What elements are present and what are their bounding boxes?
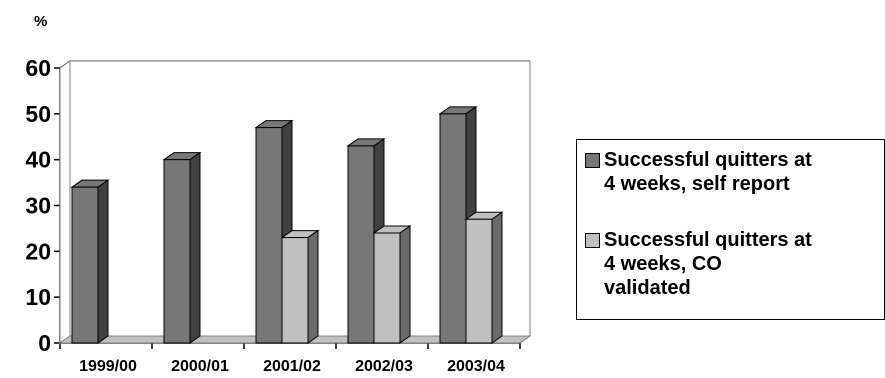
bar xyxy=(372,225,412,344)
bar-side xyxy=(399,225,411,344)
legend-swatch-self-report xyxy=(585,153,600,168)
bar xyxy=(280,229,320,344)
bar-front xyxy=(71,186,99,344)
y-tick-label: 0 xyxy=(38,330,51,356)
bar xyxy=(464,211,504,344)
y-tick-label: 20 xyxy=(25,238,51,264)
bar-front xyxy=(281,237,309,344)
y-tick-label: 50 xyxy=(25,101,51,127)
x-tick-label: 2002/03 xyxy=(355,358,413,375)
bar-chart: % 0 10 20 30 40 50 60 1999/00 2000/01 2001/02 200… xyxy=(25,13,532,375)
bar-side xyxy=(491,211,503,344)
bar-side xyxy=(307,229,319,344)
bars xyxy=(70,105,504,344)
bar xyxy=(70,179,110,344)
y-axis-label: % xyxy=(34,13,47,30)
bar-side xyxy=(189,151,201,344)
legend-item-self-report: Successful quitters at 4 weeks, self rep… xyxy=(585,148,885,196)
y-tick-label: 10 xyxy=(25,284,51,310)
legend-item-co-validated: Successful quitters at 4 weeks, CO valid… xyxy=(585,228,885,300)
x-tick-label: 2001/02 xyxy=(263,358,321,375)
legend-label-co-validated: Successful quitters at 4 weeks, CO valid… xyxy=(604,229,812,299)
legend: Successful quitters at 4 weeks, self rep… xyxy=(576,139,885,320)
bar-front xyxy=(163,159,191,344)
y-tick-labels: 0 10 20 30 40 50 60 xyxy=(25,55,51,356)
y-tick-label: 30 xyxy=(25,193,51,219)
bar-side xyxy=(97,179,109,344)
bar-front xyxy=(465,218,493,344)
x-tick-label: 1999/00 xyxy=(79,358,137,375)
bar-front xyxy=(255,127,283,344)
bar-front xyxy=(439,113,467,344)
bar-front xyxy=(347,145,375,344)
y-tick-label: 40 xyxy=(25,147,51,173)
x-tick-label: 2000/01 xyxy=(171,358,229,375)
x-tick-labels: 1999/00 2000/01 2001/02 2002/03 2003/04 xyxy=(79,358,505,375)
x-tick-label: 2003/04 xyxy=(447,358,505,375)
side-wall xyxy=(59,60,71,344)
legend-label-self-report: Successful quitters at 4 weeks, self rep… xyxy=(604,149,812,195)
y-tick-label: 60 xyxy=(25,55,51,81)
bar xyxy=(162,151,202,344)
legend-swatch-co-validated xyxy=(585,233,600,248)
bar-front xyxy=(373,232,401,344)
